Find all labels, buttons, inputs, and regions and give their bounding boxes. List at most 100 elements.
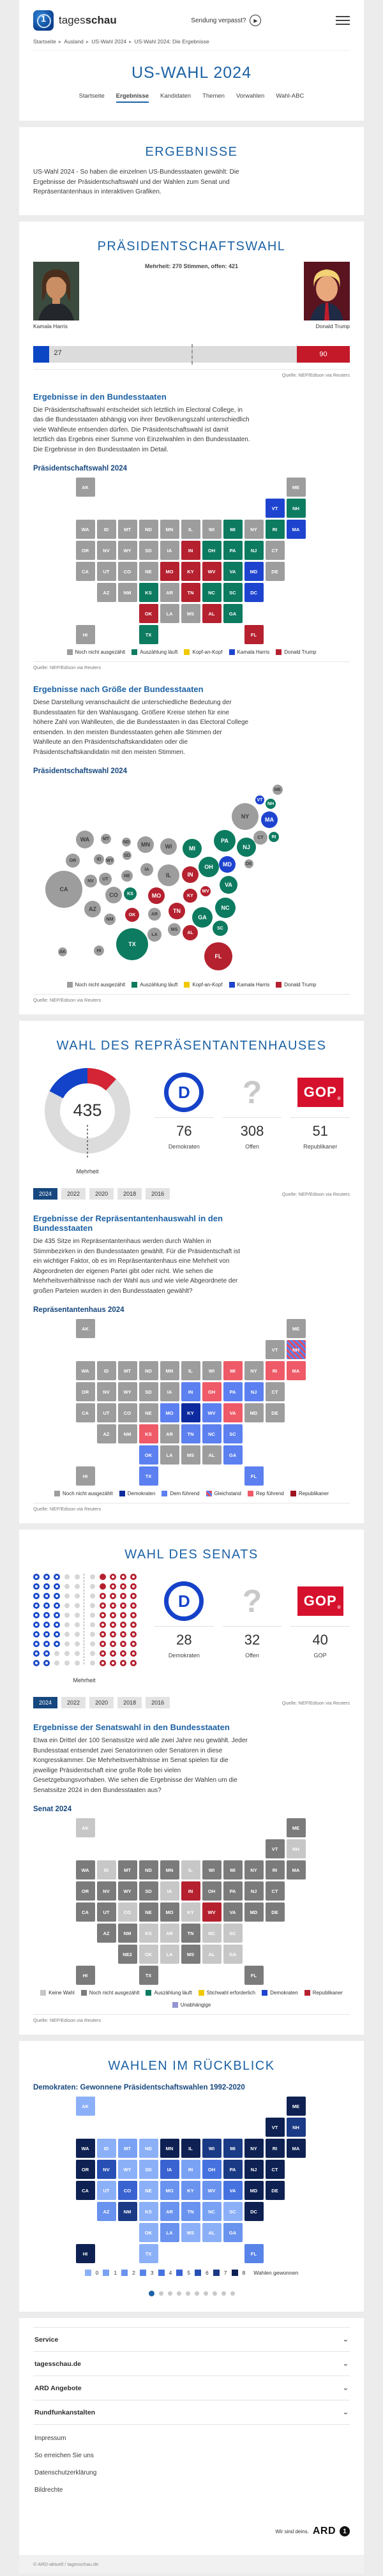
footer-link-datenschutzerkl-rung[interactable]: Datenschutzerklärung (34, 2469, 97, 2476)
state-tile-TN[interactable]: TN (181, 1924, 200, 1943)
state-tile-VA[interactable]: VA (223, 1403, 243, 1422)
state-tile-AR[interactable]: AR (160, 583, 179, 602)
state-tile-ME[interactable]: ME (286, 1319, 306, 1338)
state-bubble-WA[interactable]: WA (76, 831, 94, 848)
state-tile-MI[interactable]: MI (223, 1860, 243, 1879)
state-tile-DC[interactable]: DC (244, 583, 264, 602)
state-tile-CA[interactable]: CA (75, 562, 95, 581)
state-tile-SC[interactable]: SC (223, 1424, 243, 1443)
state-bubble-IN[interactable]: IN (182, 866, 199, 883)
state-tile-PA[interactable]: PA (223, 2160, 243, 2179)
state-tile-OK[interactable]: OK (139, 2223, 158, 2242)
footer-accordion-service[interactable]: Service ⌄ (33, 2327, 350, 2351)
state-tile-TN[interactable]: TN (181, 2202, 200, 2221)
state-tile-PA[interactable]: PA (223, 541, 243, 560)
state-tile-IN[interactable]: IN (181, 1881, 200, 1901)
state-bubble-NV[interactable]: NV (84, 875, 97, 887)
state-tile-KS[interactable]: KS (139, 583, 158, 602)
state-tile-CA[interactable]: CA (75, 2181, 95, 2200)
state-tile-DE[interactable]: DE (265, 1403, 285, 1422)
year-button-2016[interactable]: 2016 (146, 1188, 170, 1200)
tab-wahl-abc[interactable]: Wahl-ABC (276, 93, 304, 100)
state-tile-NY[interactable]: NY (244, 1361, 264, 1380)
state-tile-ND[interactable]: ND (139, 1860, 158, 1879)
state-tile-HI[interactable]: HI (75, 1466, 95, 1486)
state-tile-KS[interactable]: KS (139, 1424, 158, 1443)
state-tile-VA[interactable]: VA (223, 562, 243, 581)
state-tile-AZ[interactable]: AZ (96, 2202, 116, 2221)
state-tile-TX[interactable]: TX (139, 2244, 158, 2263)
state-tile-MO[interactable]: MO (160, 1403, 179, 1422)
state-tile-SC[interactable]: SC (223, 2202, 243, 2221)
state-bubble-TX[interactable]: TX (116, 928, 148, 960)
state-bubble-NY[interactable]: NY (232, 803, 259, 830)
state-tile-IL[interactable]: IL (181, 520, 200, 539)
state-bubble-VA[interactable]: VA (220, 876, 237, 894)
state-tile-KS[interactable]: KS (139, 2202, 158, 2221)
state-bubble-SD[interactable]: SD (123, 851, 131, 860)
state-tile-ND[interactable]: ND (139, 1361, 158, 1380)
state-tile-CA[interactable]: CA (75, 1902, 95, 1922)
state-tile-SD[interactable]: SD (139, 541, 158, 560)
state-tile-VA[interactable]: VA (223, 1902, 243, 1922)
state-tile-WY[interactable]: WY (117, 2160, 137, 2179)
carousel-dot-10[interactable] (230, 2291, 235, 2296)
state-tile-MA[interactable]: MA (286, 520, 306, 539)
breadcrumb-item[interactable]: Startseite (33, 38, 56, 45)
state-tile-NE[interactable]: NE (139, 562, 158, 581)
state-bubble-MO[interactable]: MO (148, 887, 165, 904)
state-tile-IA[interactable]: IA (160, 2160, 179, 2179)
state-tile-NH[interactable]: NH (286, 499, 306, 518)
state-tile-WV[interactable]: WV (202, 1403, 222, 1422)
state-tile-MN[interactable]: MN (160, 1860, 179, 1879)
state-tile-NM[interactable]: NM (117, 2202, 137, 2221)
state-tile-AZ[interactable]: AZ (96, 1924, 116, 1943)
state-tile-OH[interactable]: OH (202, 541, 222, 560)
breadcrumb-item[interactable]: US-Wahl 2024: Die Ergebnisse (134, 38, 209, 45)
state-tile-MN[interactable]: MN (160, 2139, 179, 2158)
breadcrumb-item[interactable]: Ausland (64, 38, 84, 45)
state-bubble-MD[interactable]: MD (219, 856, 236, 873)
state-tile-MA[interactable]: MA (286, 1361, 306, 1380)
state-tile-MT[interactable]: MT (117, 1860, 137, 1879)
breadcrumb-item[interactable]: US-Wahl 2024 (91, 38, 127, 45)
state-bubble-UT[interactable]: UT (99, 873, 112, 885)
year-button-2020[interactable]: 2020 (89, 1188, 114, 1200)
state-bubble-KY[interactable]: KY (183, 889, 197, 903)
state-tile-NY[interactable]: NY (244, 2139, 264, 2158)
state-tile-MN[interactable]: MN (160, 520, 179, 539)
carousel-dot-8[interactable] (212, 2291, 217, 2296)
state-tile-TN[interactable]: TN (181, 583, 200, 602)
state-tile-GA[interactable]: GA (223, 604, 243, 623)
state-tile-NV[interactable]: NV (96, 1881, 116, 1901)
state-tile-SD[interactable]: SD (139, 1382, 158, 1401)
state-tile-AK[interactable]: AK (75, 1818, 95, 1837)
state-tile-IL[interactable]: IL (181, 2139, 200, 2158)
state-tile-FL[interactable]: FL (244, 625, 264, 644)
state-tile-RI[interactable]: RI (265, 1860, 285, 1879)
state-tile-NM[interactable]: NM (117, 583, 137, 602)
state-bubble-CT[interactable]: CT (253, 831, 267, 845)
state-tile-VT[interactable]: VT (265, 1340, 285, 1359)
year-button-2024[interactable]: 2024 (33, 1188, 58, 1200)
state-tile-NC[interactable]: NC (202, 2202, 222, 2221)
state-bubble-CO[interactable]: CO (105, 887, 122, 903)
state-bubble-MS[interactable]: MS (168, 923, 181, 936)
state-tile-UT[interactable]: UT (96, 562, 116, 581)
state-bubble-MT[interactable]: MT (101, 834, 111, 844)
state-bubble-NM[interactable]: NM (104, 914, 116, 925)
state-tile-MD[interactable]: MD (244, 2181, 264, 2200)
state-tile-RI[interactable]: RI (265, 520, 285, 539)
state-tile-UT[interactable]: UT (96, 1902, 116, 1922)
state-tile-NV[interactable]: NV (96, 541, 116, 560)
state-tile-VT[interactable]: VT (265, 2118, 285, 2137)
footer-accordion-rundfunkanstalten[interactable]: Rundfunkanstalten ⌄ (33, 2400, 350, 2424)
state-bubble-AL[interactable]: AL (183, 925, 198, 940)
state-bubble-IL[interactable]: IL (158, 864, 179, 886)
state-tile-RI[interactable]: RI (265, 1361, 285, 1380)
state-tile-CO[interactable]: CO (117, 2181, 137, 2200)
state-tile-NV[interactable]: NV (96, 1382, 116, 1401)
footer-link-so-erreichen-sie-uns[interactable]: So erreichen Sie uns (34, 2452, 94, 2459)
state-tile-WY[interactable]: WY (117, 1382, 137, 1401)
state-tile-IL[interactable]: IL (181, 1860, 200, 1879)
